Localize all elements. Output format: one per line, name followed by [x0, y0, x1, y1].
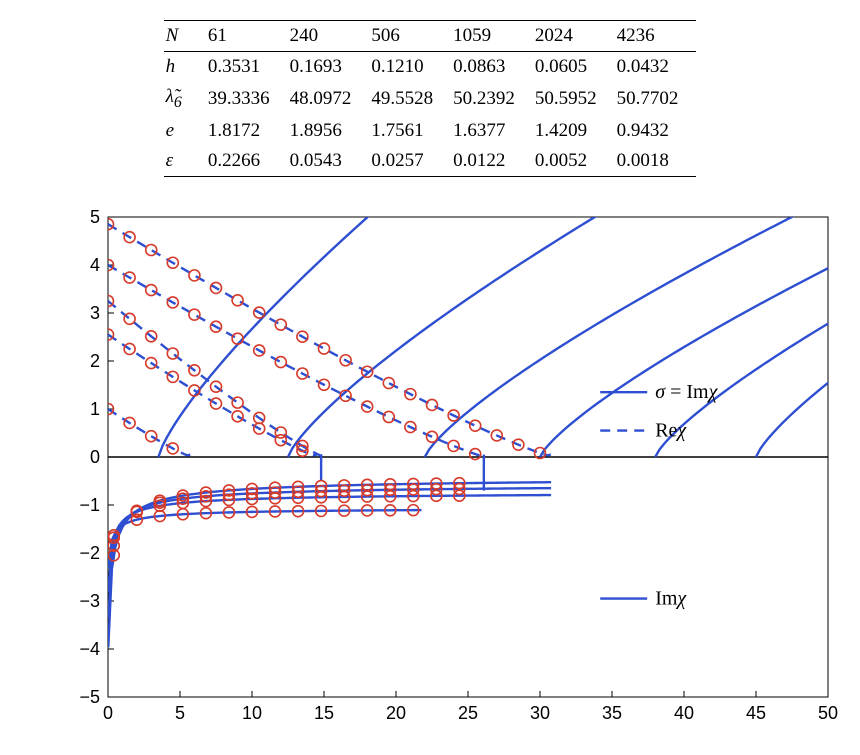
cell: 0.1693 [288, 52, 370, 83]
marker [189, 270, 200, 281]
cell: 0.0432 [615, 52, 697, 83]
marker [275, 319, 286, 330]
y-tick-label: −4 [79, 639, 100, 659]
dashed-series-4 [108, 224, 551, 455]
cell: 0.0122 [451, 146, 533, 177]
cell: 0.2266 [206, 146, 288, 177]
cell: 0.9432 [615, 116, 697, 146]
marker [232, 295, 243, 306]
row-hdr-e: e [164, 116, 206, 146]
table-row: λ̃6 39.3336 48.0972 49.5528 50.2392 50.5… [164, 82, 697, 116]
solid-series-1 [288, 207, 840, 457]
cell: 0.3531 [206, 52, 288, 83]
marker [383, 411, 394, 422]
x-tick-label: 0 [103, 703, 113, 723]
x-tick-label: 10 [242, 703, 262, 723]
cell: 1.4209 [533, 116, 615, 146]
table-body: N 61 240 506 1059 2024 4236 h 0.3531 0.1… [164, 20, 697, 177]
cell: 1.8172 [206, 116, 288, 146]
y-tick-label: 1 [90, 399, 100, 419]
cell: 39.3336 [206, 82, 288, 116]
marker [167, 348, 178, 359]
x-tick-label: 45 [746, 703, 766, 723]
cell: 0.0052 [533, 146, 615, 177]
marker [275, 356, 286, 367]
table-row: ε 0.2266 0.0543 0.0257 0.0122 0.0052 0.0… [164, 146, 697, 177]
col-hdr-4: 1059 [451, 21, 533, 52]
cell: 50.7702 [615, 82, 697, 116]
marker [448, 440, 459, 451]
cell: 0.1210 [369, 52, 451, 83]
y-tick-label: 5 [90, 207, 100, 227]
solid-series-2 [425, 207, 840, 457]
marker [427, 399, 438, 410]
eigenvalue-chart: 05101520253035404550−5−4−3−2−1012345σ = … [20, 207, 840, 727]
cell: 49.5528 [369, 82, 451, 116]
marker [383, 377, 394, 388]
table-row: h 0.3531 0.1693 0.1210 0.0863 0.0605 0.0… [164, 52, 697, 83]
y-tick-label: −2 [79, 543, 100, 563]
x-tick-label: 40 [674, 703, 694, 723]
x-tick-label: 35 [602, 703, 622, 723]
col-hdr-6: 4236 [615, 21, 697, 52]
marker [319, 343, 330, 354]
cell: 1.8956 [288, 116, 370, 146]
x-tick-label: 20 [386, 703, 406, 723]
table-row: e 1.8172 1.8956 1.7561 1.6377 1.4209 0.9… [164, 116, 697, 146]
cell: 0.0257 [369, 146, 451, 177]
x-tick-label: 50 [818, 703, 838, 723]
cell: 50.2392 [451, 82, 533, 116]
y-tick-label: 4 [90, 255, 100, 275]
cell: 0.0605 [533, 52, 615, 83]
cell: 0.0018 [615, 146, 697, 177]
cell: 0.0543 [288, 146, 370, 177]
row-hdr-h: h [164, 52, 206, 83]
marker [189, 309, 200, 320]
row-hdr-eps: ε [164, 146, 206, 177]
marker [232, 397, 243, 408]
legend-label-2: Imχ [655, 587, 687, 609]
y-tick-label: 3 [90, 303, 100, 323]
cell: 50.5952 [533, 82, 615, 116]
row-hdr-lambda: λ̃6 [164, 82, 206, 116]
y-tick-label: 0 [90, 447, 100, 467]
marker [470, 420, 481, 431]
legend-label-0: σ = Imχ [655, 381, 718, 403]
marker [146, 284, 157, 295]
x-tick-label: 5 [175, 703, 185, 723]
y-tick-label: −5 [79, 687, 100, 707]
solid-lower-0 [108, 482, 551, 647]
cell: 48.0972 [288, 82, 370, 116]
y-tick-label: 2 [90, 351, 100, 371]
col-hdr-3: 506 [369, 21, 451, 52]
solid-lower-1 [108, 488, 551, 618]
col-hdr-N: N [164, 21, 206, 52]
dashed-series-2 [108, 301, 324, 456]
x-tick-label: 15 [314, 703, 334, 723]
marker [275, 427, 286, 438]
col-hdr-1: 61 [206, 21, 288, 52]
marker [124, 313, 135, 324]
solid-lower-2 [108, 495, 551, 591]
solid-series-5 [756, 331, 840, 457]
convergence-table: N 61 240 506 1059 2024 4236 h 0.3531 0.1… [20, 20, 840, 177]
y-tick-label: −1 [79, 495, 100, 515]
cell: 0.0863 [451, 52, 533, 83]
x-tick-label: 30 [530, 703, 550, 723]
cell: 1.7561 [369, 116, 451, 146]
col-hdr-5: 2024 [533, 21, 615, 52]
legend-label-1: Reχ [655, 419, 687, 441]
x-tick-label: 25 [458, 703, 478, 723]
cell: 1.6377 [451, 116, 533, 146]
dashed-series-3 [108, 265, 482, 455]
table-header-row: N 61 240 506 1059 2024 4236 [164, 21, 697, 52]
y-tick-label: −3 [79, 591, 100, 611]
chart-svg: 05101520253035404550−5−4−3−2−1012345σ = … [60, 207, 840, 727]
col-hdr-2: 240 [288, 21, 370, 52]
marker [146, 244, 157, 255]
